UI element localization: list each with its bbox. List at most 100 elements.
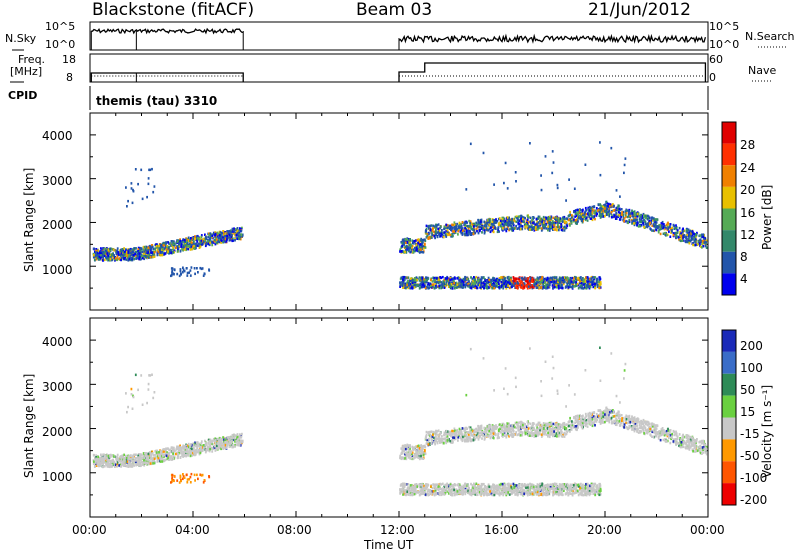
velocity-echo-early-cell	[124, 461, 127, 464]
power-echo-late-lower-cell	[507, 279, 510, 282]
power-echo-late-upper-cell	[468, 225, 470, 228]
power-echo-late-upper-cell	[702, 235, 704, 238]
power-lowband-early-cell	[171, 271, 173, 274]
power-lowband-early-cell	[194, 272, 196, 276]
power-echo-late-lower-cell	[564, 276, 567, 280]
power-echo-late-upper-cell	[540, 227, 543, 230]
power-echo-late-upper-cell	[495, 221, 498, 224]
power-echo-early-cell	[212, 241, 215, 244]
velocity-echo-early-cell	[112, 462, 114, 465]
power-echo-late-lower-cell	[414, 282, 417, 285]
power-echo-late-lower-cell	[587, 279, 590, 283]
power-echo-late-lower-cell	[436, 280, 439, 284]
power-sparse-late-cell	[540, 188, 543, 192]
power-echo-late-upper-cell	[632, 210, 635, 214]
power-echo-late-upper-cell	[549, 224, 552, 227]
power-echo-late-lower-cell	[594, 283, 596, 286]
power-echo-late-upper-cell	[430, 224, 433, 227]
power-echo-late-upper-cell	[683, 234, 686, 237]
power-echo-late-upper-cell	[450, 233, 453, 236]
power-echo-late-lower-cell	[467, 282, 469, 286]
power-echo-late-lower-cell	[582, 287, 585, 290]
power-echo-early-cell	[139, 252, 142, 255]
power-echo-late-upper-cell	[690, 238, 693, 241]
power-echo-late-lower-cell	[411, 279, 414, 283]
power-echo-late-upper-cell	[612, 205, 615, 208]
power-echo-late-upper-cell	[652, 229, 655, 232]
power-echo-late-upper-cell	[671, 226, 673, 230]
power-echo-late-upper-cell	[611, 205, 614, 208]
power-echo-early-cell	[211, 240, 213, 243]
power-echo-late-upper-cell	[685, 228, 688, 231]
power-echo-late-lower-cell	[545, 286, 548, 290]
power-echo-late-upper-cell	[453, 227, 456, 231]
power-echo-early-cell	[196, 234, 199, 238]
power-echo-late-lower-cell	[452, 278, 455, 281]
power-echo-late-upper-cell	[555, 217, 558, 220]
power-echo-late-upper-cell	[676, 229, 679, 232]
power-echo-late-lower-cell	[403, 279, 406, 282]
power-echo-late-lower-cell	[503, 282, 506, 285]
power-echo-late-upper-cell	[421, 240, 423, 243]
power-echo-late-lower-cell	[538, 286, 541, 289]
power-echo-early-cell	[190, 241, 193, 244]
power-echo-late-upper-cell	[614, 214, 617, 217]
power-echo-early-cell	[146, 250, 149, 253]
power-echo-late-upper-cell	[524, 216, 526, 220]
power-echo-late-lower-cell	[409, 277, 412, 280]
power-echo-late-upper-cell	[657, 231, 660, 234]
power-echo-late-upper-cell	[696, 231, 698, 235]
power-echo-early-cell	[192, 237, 194, 241]
power-echo-late-upper-cell	[573, 209, 576, 213]
power-echo-late-upper-cell	[689, 239, 692, 243]
power-echo-late-lower-cell	[572, 283, 575, 286]
power-echo-late-upper-cell	[680, 239, 682, 243]
power-echo-late-upper-cell	[694, 243, 697, 247]
power-echo-late-upper-cell	[633, 213, 635, 216]
power-echo-late-upper-cell	[633, 222, 635, 225]
power-echo-late-lower-cell	[580, 278, 583, 282]
power-echo-late-upper-cell	[434, 236, 436, 240]
power-echo-late-lower-cell	[468, 284, 471, 287]
power-echo-early-cell	[202, 241, 205, 244]
power-echo-late-lower-cell	[511, 283, 514, 286]
power-echo-late-lower-cell	[471, 277, 474, 280]
power-echo-late-upper-cell	[474, 224, 476, 227]
power-echo-late-lower-cell	[576, 282, 579, 286]
power-echo-early-cell	[214, 231, 217, 234]
power-echo-early-cell	[222, 241, 224, 244]
power-sparse-late-cell	[556, 183, 559, 187]
power-echo-early-cell	[175, 246, 177, 249]
power-echo-late-lower-cell	[431, 280, 434, 283]
power-echo-late-upper-cell	[452, 223, 455, 227]
power-echo-early-cell	[141, 256, 144, 260]
power-echo-early-cell	[102, 259, 104, 262]
power-sparse-early-cell	[130, 187, 133, 190]
power-lowband-early-cell	[171, 267, 174, 270]
power-echo-early-cell	[121, 248, 124, 251]
power-echo-early-cell	[198, 236, 200, 239]
power-echo-late-lower-cell	[518, 279, 521, 283]
velocity-echo-early-cell	[125, 454, 127, 458]
power-echo-late-lower-cell	[402, 286, 404, 289]
power-echo-early-cell	[199, 243, 202, 247]
power-echo-late-upper-cell	[446, 224, 449, 227]
power-echo-late-lower-cell	[559, 277, 562, 281]
power-echo-early-cell	[211, 243, 214, 247]
power-echo-early-cell	[124, 253, 126, 256]
power-echo-late-lower-cell	[421, 280, 424, 284]
power-echo-early-cell	[119, 257, 121, 260]
power-echo-late-upper-cell	[618, 213, 621, 217]
velocity-echo-early-cell	[116, 453, 119, 457]
power-echo-late-upper-cell	[489, 220, 492, 223]
power-echo-late-lower-cell	[473, 283, 475, 286]
power-echo-late-upper-cell	[680, 237, 683, 240]
power-echo-early-cell	[163, 242, 166, 245]
power-echo-early-cell	[193, 244, 195, 248]
power-echo-late-upper-cell	[591, 218, 594, 222]
power-lowband-early-cell	[183, 269, 186, 273]
power-echo-late-upper-cell	[642, 224, 645, 227]
power-echo-late-upper-cell	[438, 233, 440, 236]
power-sparse-late-cell	[599, 141, 601, 144]
power-echo-late-lower-cell	[413, 286, 416, 289]
